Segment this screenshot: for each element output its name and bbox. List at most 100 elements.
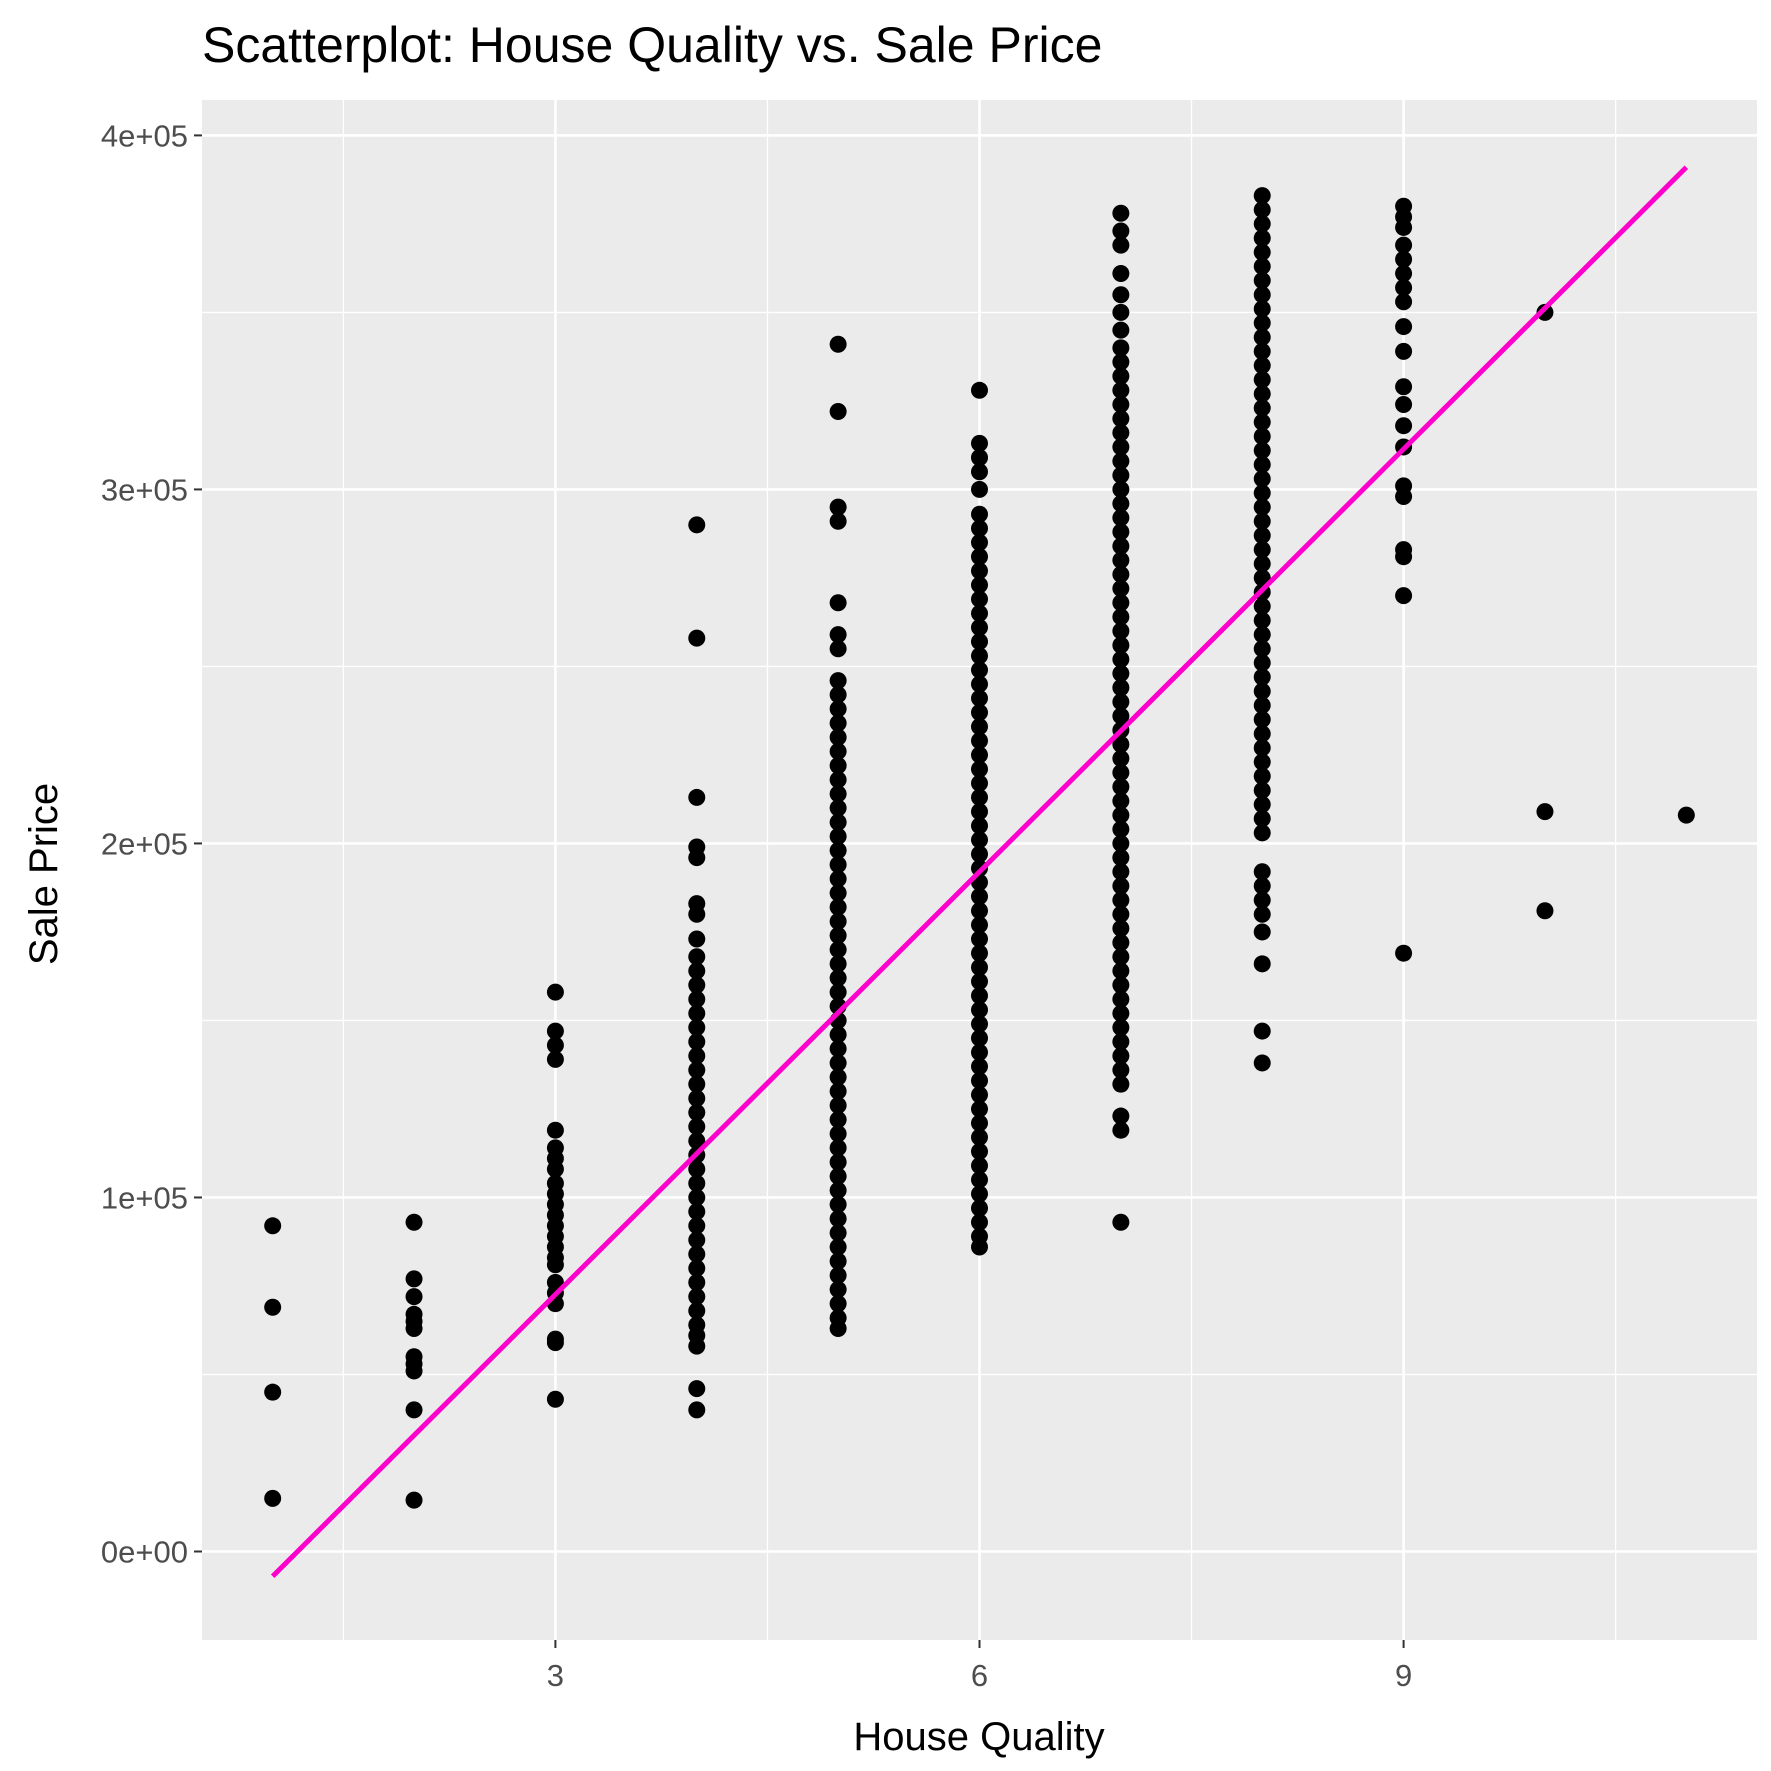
data-point — [1253, 753, 1271, 771]
data-point — [1112, 1047, 1130, 1065]
data-point — [971, 930, 988, 948]
data-point — [1536, 803, 1554, 821]
data-point — [971, 703, 988, 721]
data-point — [1395, 548, 1413, 566]
data-point — [1253, 682, 1271, 700]
data-point — [971, 1029, 988, 1047]
data-point — [546, 1022, 564, 1040]
data-point — [688, 1004, 706, 1022]
data-point — [1112, 204, 1130, 222]
data-point — [1112, 367, 1130, 385]
data-point — [405, 1213, 423, 1231]
data-point — [1112, 551, 1130, 569]
data-point — [1112, 222, 1130, 240]
data-point — [971, 760, 988, 778]
data-point — [688, 849, 706, 867]
x-tick-label: 6 — [971, 1658, 988, 1693]
data-point — [1253, 427, 1271, 445]
data-point — [1112, 537, 1130, 555]
data-point — [1112, 452, 1130, 470]
data-point — [1112, 480, 1130, 498]
data-point — [829, 955, 847, 973]
data-point — [829, 912, 847, 930]
data-point — [829, 813, 847, 831]
data-point — [1253, 767, 1271, 785]
data-point — [405, 1319, 423, 1337]
data-point — [688, 1033, 706, 1051]
data-point — [971, 732, 988, 750]
data-point — [1112, 622, 1130, 640]
data-point — [1112, 665, 1130, 683]
data-point — [829, 856, 847, 874]
data-point — [1112, 608, 1130, 626]
data-point — [688, 1132, 706, 1150]
data-point — [829, 403, 847, 421]
data-point — [1112, 764, 1130, 782]
y-tick-label: 4e+05 — [101, 118, 188, 153]
data-point — [1112, 580, 1130, 598]
data-point — [1253, 696, 1271, 714]
data-point — [546, 1334, 564, 1352]
data-point — [971, 718, 988, 736]
data-point — [1253, 272, 1271, 290]
data-point — [1253, 526, 1271, 544]
data-point — [1112, 749, 1130, 767]
data-point — [829, 870, 847, 888]
data-point — [1112, 636, 1130, 654]
data-point — [829, 594, 847, 612]
data-point — [971, 381, 988, 399]
data-point — [971, 618, 988, 636]
data-point — [829, 1238, 847, 1256]
data-point — [1253, 342, 1271, 360]
data-point — [1112, 1004, 1130, 1022]
data-point — [688, 930, 706, 948]
data-point — [1253, 668, 1271, 686]
data-point — [1395, 417, 1413, 435]
data-point — [688, 516, 706, 534]
data-point — [971, 675, 988, 693]
data-point — [1253, 399, 1271, 417]
data-point — [971, 1043, 988, 1061]
data-point — [688, 1401, 706, 1419]
data-point — [1112, 1213, 1130, 1231]
data-point — [1112, 735, 1130, 753]
data-point — [829, 498, 847, 516]
y-tick-label: 3e+05 — [101, 472, 188, 507]
data-point — [1253, 470, 1271, 488]
x-tick-label: 9 — [1395, 1658, 1412, 1693]
data-point — [829, 1054, 847, 1072]
data-point — [829, 686, 847, 704]
data-point — [971, 746, 988, 764]
data-point — [971, 562, 988, 580]
data-point — [1112, 948, 1130, 966]
data-point — [1253, 286, 1271, 304]
data-point — [1112, 1107, 1130, 1125]
data-point — [1112, 877, 1130, 895]
data-point — [688, 962, 706, 980]
data-point — [971, 987, 988, 1005]
data-point — [688, 1380, 706, 1398]
data-point — [688, 788, 706, 806]
data-point — [829, 785, 847, 803]
data-point — [688, 1203, 706, 1221]
data-point — [829, 640, 847, 658]
y-tick-labels: 0e+00 1e+05 2e+05 3e+05 4e+05 — [101, 118, 188, 1569]
data-point — [1253, 456, 1271, 474]
data-point — [971, 633, 988, 651]
chart-title: Scatterplot: House Quality vs. Sale Pric… — [202, 17, 1102, 73]
data-point — [1112, 905, 1130, 923]
data-point — [1112, 339, 1130, 357]
data-point — [546, 1160, 564, 1178]
data-point — [1112, 679, 1130, 697]
data-point — [1112, 1019, 1130, 1037]
data-point — [264, 1383, 282, 1401]
data-point — [405, 1270, 423, 1288]
data-point — [1253, 300, 1271, 318]
data-point — [688, 1217, 706, 1235]
data-point — [1395, 488, 1413, 506]
data-point — [1253, 569, 1271, 587]
data-point — [688, 1231, 706, 1249]
axis-ticks — [194, 134, 1405, 1648]
data-point — [1253, 626, 1271, 644]
